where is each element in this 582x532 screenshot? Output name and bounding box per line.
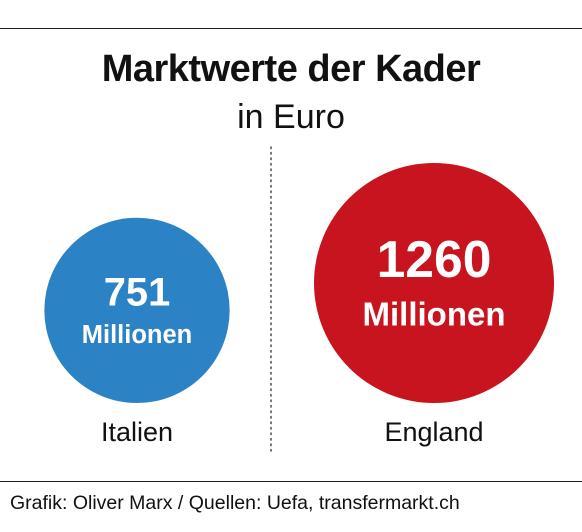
bubble-italien bbox=[44, 217, 230, 403]
bubble-value-italien: 751 bbox=[104, 271, 170, 315]
bottom-rule bbox=[0, 481, 582, 482]
bubble-england bbox=[314, 163, 554, 403]
bubble-unit-italien: Millionen bbox=[82, 321, 193, 349]
category-label-italien: Italien bbox=[101, 417, 173, 447]
top-rule bbox=[0, 28, 582, 29]
source-note: Grafik: Oliver Marx / Quellen: Uefa, tra… bbox=[10, 492, 460, 514]
bubble-value-england: 1260 bbox=[377, 230, 492, 288]
category-label-england: England bbox=[384, 417, 483, 447]
chart-subtitle: in Euro bbox=[237, 98, 345, 136]
chart-title: Marktwerte der Kader bbox=[101, 48, 481, 90]
bubble-unit-england: Millionen bbox=[363, 296, 506, 333]
